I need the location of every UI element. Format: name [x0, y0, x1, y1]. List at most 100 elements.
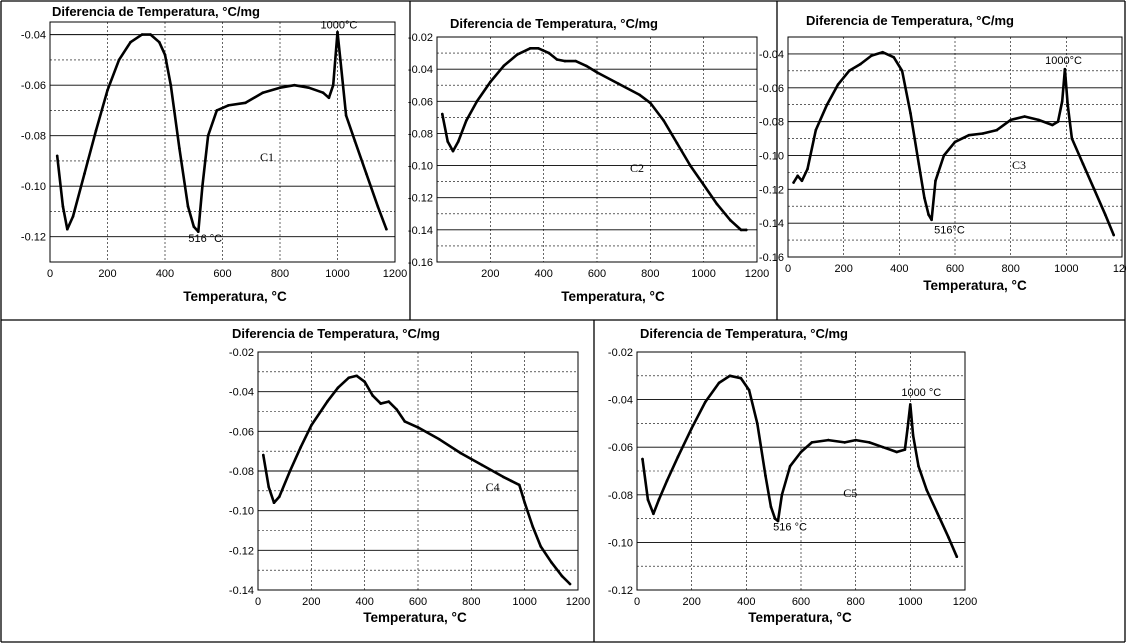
x-tick-label: 800: [462, 596, 480, 608]
y-tick-label: -0.06: [229, 426, 254, 438]
chart-title: Diferencia de Temperatura, °C/mg: [640, 326, 848, 341]
data-point: [227, 104, 230, 107]
data-point: [129, 40, 132, 44]
x-tick-label: 0: [255, 596, 261, 608]
y-tick-label: -0.10: [759, 150, 784, 162]
data-point: [796, 174, 799, 178]
y-tick-label: -0.04: [408, 64, 433, 76]
x-tick-label: 0: [47, 268, 53, 280]
chart-c1: Diferencia de Temperatura, °C/mg -0.04 -0.…: [21, 4, 407, 304]
data-point: [595, 71, 599, 74]
data-point: [900, 69, 904, 73]
x-tick-label: 1000: [691, 268, 715, 280]
peak-annotation: 1000 °C: [901, 387, 941, 399]
data-point: [385, 227, 388, 231]
curve-label: C2: [630, 161, 644, 175]
data-point: [327, 96, 331, 100]
y-tick-label: -0.02: [229, 347, 254, 359]
y-tick-label: -0.04: [229, 387, 254, 399]
data-point: [1092, 188, 1096, 191]
data-point: [307, 86, 311, 89]
data-point: [163, 53, 167, 57]
x-tick-label: 600: [792, 596, 810, 608]
y-tick-label: -0.06: [21, 80, 46, 92]
y-tick-label: -0.10: [408, 161, 433, 173]
data-point: [747, 388, 751, 392]
peak-annotation: 516 °C: [188, 233, 222, 245]
chart-c5: Diferencia de Temperatura, °C/mg -0.02 -0.…: [608, 326, 977, 625]
y-tick-label: -0.06: [408, 96, 433, 108]
data-point: [799, 450, 803, 454]
data-point: [827, 438, 830, 442]
data-point: [638, 93, 641, 97]
y-tick-label: -0.04: [608, 395, 633, 407]
data-point: [489, 80, 492, 84]
x-tick-label: 0: [785, 263, 791, 275]
data-point: [1009, 118, 1012, 122]
data-point: [930, 218, 933, 222]
data-point: [568, 582, 572, 586]
data-point: [83, 172, 86, 175]
x-tick-label: 800: [641, 268, 659, 280]
x-tick-label: 1000: [512, 596, 536, 608]
data-point: [502, 475, 505, 479]
data-point: [981, 132, 985, 135]
chart-title: Diferencia de Temperatura, °C/mg: [450, 16, 658, 31]
x-tick-label: 1200: [383, 268, 407, 280]
data-point: [739, 376, 743, 380]
x-tick-label: 400: [534, 268, 552, 280]
data-point: [675, 141, 679, 145]
data-point: [909, 403, 912, 406]
data-point: [1066, 103, 1069, 106]
x-tick-label: 400: [890, 263, 908, 275]
data-point: [780, 493, 784, 497]
data-point: [825, 103, 829, 106]
data-point: [140, 33, 144, 36]
x-tick-label: 1000: [1054, 263, 1078, 275]
data-point: [843, 441, 846, 444]
chart-title: Diferencia de Temperatura, °C/mg: [52, 4, 260, 19]
data-point: [925, 488, 928, 492]
data-point: [662, 119, 665, 122]
data-point: [995, 128, 999, 132]
x-tick-label: 600: [588, 268, 606, 280]
data-point: [547, 51, 551, 55]
data-point: [715, 202, 719, 206]
x-axis-label: Temperatura, °C: [923, 278, 1027, 293]
data-point: [810, 441, 814, 444]
y-tick-label: -0.04: [759, 49, 784, 61]
data-point: [117, 58, 121, 62]
data-point: [539, 545, 542, 548]
data-point: [895, 450, 898, 454]
data-point: [1104, 213, 1107, 216]
data-point: [739, 228, 743, 232]
data-point: [371, 394, 375, 397]
plot-area: [257, 351, 579, 591]
data-point: [288, 469, 292, 473]
y-tick-label: -0.10: [229, 506, 254, 518]
x-tick-label: 600: [946, 263, 964, 275]
y-tick-label: -0.14: [229, 585, 254, 597]
data-point: [859, 62, 862, 66]
y-tick-label: -0.12: [759, 184, 784, 196]
data-point: [387, 400, 391, 403]
y-tick-label: -0.12: [229, 545, 254, 557]
data-point: [870, 54, 873, 57]
data-point: [339, 58, 342, 62]
data-point: [206, 134, 210, 137]
data-point: [1051, 123, 1054, 127]
data-point: [942, 154, 946, 157]
data-point: [953, 140, 957, 144]
data-point: [776, 519, 780, 523]
x-axis-label: Temperatura, °C: [183, 289, 287, 304]
chart-c2: Diferencia de Temperatura, °C/mg -0.02 -0.…: [408, 16, 769, 304]
data-point: [158, 40, 161, 44]
plot-area: [436, 36, 758, 263]
data-point: [94, 129, 98, 132]
data-point: [1112, 233, 1115, 237]
y-tick-label: -0.06: [759, 83, 784, 95]
data-point: [717, 381, 721, 385]
plot-area: [49, 21, 396, 263]
data-point: [1056, 120, 1060, 123]
data-point: [336, 386, 340, 390]
